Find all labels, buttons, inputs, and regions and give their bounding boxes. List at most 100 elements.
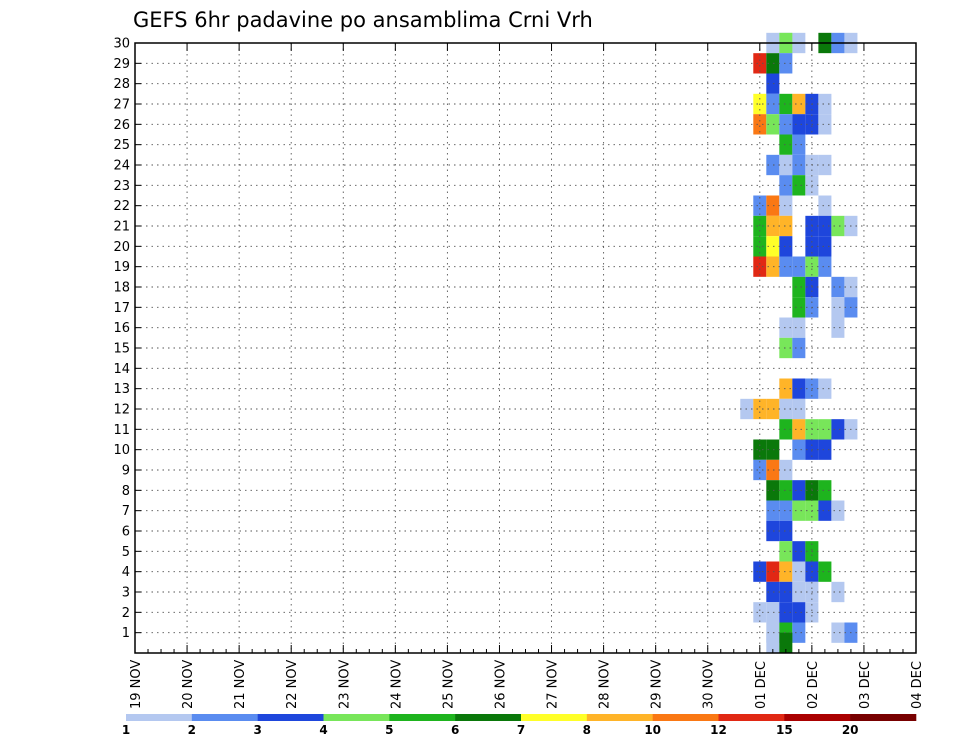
y-tick-label: 1: [122, 626, 130, 641]
y-tick-label: 27: [113, 98, 130, 113]
precip-cell: [779, 378, 793, 399]
precip-cell: [792, 541, 806, 562]
precip-cell: [779, 337, 793, 359]
x-tick-label: 23 NOV: [337, 660, 352, 709]
precip-cell: [792, 378, 806, 399]
x-tick-label: 04 DEC: [910, 661, 925, 709]
precip-cell: [779, 236, 793, 257]
precip-cell: [766, 154, 780, 176]
colorbar-swatch: [652, 714, 719, 721]
precip-cell: [818, 500, 832, 521]
y-axis-ticks: 1234567891011121314151617181920212223242…: [113, 37, 916, 641]
colorbar-swatch: [784, 714, 851, 721]
x-tick-label: 20 NOV: [181, 660, 196, 709]
precip-cell: [766, 73, 780, 94]
colorbar-swatch: [521, 714, 588, 721]
precip-cell: [818, 195, 832, 216]
x-tick-label: 01 DEC: [754, 661, 769, 709]
y-tick-label: 8: [122, 484, 130, 499]
precip-cell: [779, 419, 793, 440]
precip-cell: [818, 378, 832, 399]
precip-cell: [779, 602, 793, 623]
y-tick-label: 10: [113, 443, 130, 458]
precip-cell: [766, 632, 780, 653]
precip-cell: [779, 520, 793, 542]
precip-cell: [753, 114, 767, 135]
precip-cell: [818, 215, 832, 237]
precip-cell: [818, 439, 832, 460]
colorbar-swatch: [257, 714, 324, 721]
y-tick-label: 9: [122, 464, 130, 479]
precip-cell: [779, 215, 793, 237]
y-tick-label: 6: [122, 525, 130, 540]
colorbar-swatch: [586, 714, 653, 721]
y-tick-label: 3: [122, 586, 130, 601]
precip-cell: [792, 175, 806, 196]
precip-cell: [766, 439, 780, 460]
precip-cell: [792, 622, 806, 643]
precip-cell: [779, 632, 793, 653]
precip-cell: [792, 154, 806, 176]
precip-cell: [779, 114, 793, 135]
y-tick-label: 21: [113, 220, 130, 235]
precip-cell: [792, 419, 806, 440]
precip-cell: [792, 439, 806, 460]
colorbar-swatch: [389, 714, 456, 721]
precip-cell: [766, 114, 780, 135]
colorbar-label: 3: [253, 723, 261, 737]
colorbar-label: 8: [583, 723, 591, 737]
precip-cell: [792, 93, 806, 115]
precip-cell: [792, 480, 806, 501]
precip-cell: [766, 500, 780, 521]
precip-cell: [792, 276, 806, 298]
x-tick-label: 03 DEC: [858, 661, 873, 709]
precip-cell: [766, 53, 780, 74]
precip-cell: [753, 256, 767, 277]
x-tick-label: 19 NOV: [129, 660, 144, 709]
y-tick-label: 4: [122, 565, 130, 580]
y-tick-label: 18: [113, 281, 130, 296]
y-tick-label: 11: [113, 423, 130, 438]
precip-cell: [766, 459, 780, 481]
precip-cell: [818, 236, 832, 257]
colorbar-label: 10: [644, 723, 661, 737]
precip-cell: [779, 541, 793, 562]
chart-title: GEFS 6hr padavine po ansamblima Crni Vrh: [133, 8, 593, 32]
precip-cell: [779, 93, 793, 115]
y-tick-label: 22: [113, 199, 130, 214]
colorbar-label: 2: [188, 723, 196, 737]
grid-lines: [135, 42, 916, 653]
precip-cell: [779, 134, 793, 155]
precip-cell: [779, 195, 793, 216]
precip-cell: [818, 561, 832, 582]
x-tick-label: 22 NOV: [285, 660, 300, 709]
precip-cell: [779, 581, 793, 603]
precip-cell: [818, 93, 832, 115]
colorbar-label: 5: [385, 723, 393, 737]
precip-cell: [818, 419, 832, 440]
precip-cell: [753, 195, 767, 216]
precip-cell: [792, 337, 806, 359]
precip-cell: [831, 500, 845, 521]
precip-cell: [792, 602, 806, 623]
y-tick-label: 16: [113, 321, 130, 336]
precip-cell: [831, 622, 845, 643]
colorbar-label: 12: [710, 723, 727, 737]
colorbar-swatch: [323, 714, 390, 721]
y-tick-label: 20: [113, 240, 130, 255]
y-tick-label: 24: [113, 159, 130, 174]
y-tick-label: 12: [113, 403, 130, 418]
precip-cell: [779, 500, 793, 521]
precip-cell: [792, 561, 806, 582]
precip-cell: [753, 602, 767, 623]
y-tick-label: 7: [122, 504, 130, 519]
precip-cell: [779, 154, 793, 176]
y-tick-label: 2: [122, 606, 130, 621]
colorbar-label: 7: [517, 723, 525, 737]
x-tick-label: 26 NOV: [493, 660, 508, 709]
x-tick-label: 02 DEC: [806, 661, 821, 709]
y-tick-label: 13: [113, 382, 130, 397]
precip-cell: [779, 480, 793, 501]
y-tick-label: 29: [113, 57, 130, 72]
